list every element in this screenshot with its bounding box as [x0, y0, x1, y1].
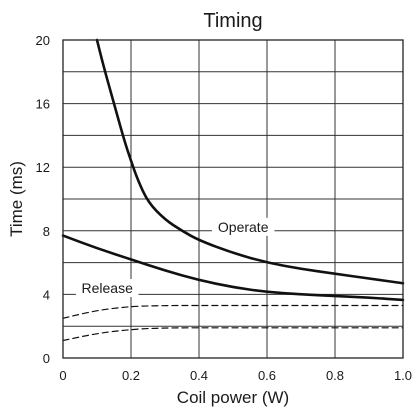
x-tick-label: 0: [59, 368, 66, 383]
x-tick-label: 0.4: [190, 368, 208, 383]
y-tick-label: 8: [43, 224, 50, 239]
x-tick-label: 0.8: [326, 368, 344, 383]
plot-frame: [62, 39, 404, 359]
annotations: Operate Release: [75, 217, 275, 298]
release-curve: [61, 234, 405, 302]
y-tick-label: 0: [43, 351, 50, 366]
y-tick-label: 16: [36, 97, 50, 112]
annotation-bg: [75, 279, 139, 298]
operate-curve: [95, 38, 405, 285]
x-tick-label: 0.2: [122, 368, 140, 383]
dashed-curve-2: [62, 304, 404, 319]
chart-title: Timing: [203, 10, 262, 32]
plot-series: [61, 38, 405, 342]
y-tick-labels: 0 4 8 12 16 20: [36, 33, 50, 366]
dashed-curve-3: [62, 327, 404, 342]
x-tick-label: 0.6: [258, 368, 276, 383]
annotation-release: Release: [82, 280, 134, 296]
x-tick-labels: 0 0.2 0.4 0.6 0.8 1.0: [59, 368, 412, 383]
x-axis-label: Coil power (W): [177, 388, 289, 407]
annotation-operate: Operate: [218, 219, 269, 235]
y-tick-label: 20: [36, 33, 50, 48]
x-tick-label: 1.0: [394, 368, 412, 383]
grid-lines: [63, 40, 403, 358]
y-axis-label: Time (ms): [7, 161, 26, 237]
y-tick-label: 12: [36, 160, 50, 175]
annotation-bg: [211, 217, 275, 236]
y-tick-label: 4: [43, 287, 50, 302]
